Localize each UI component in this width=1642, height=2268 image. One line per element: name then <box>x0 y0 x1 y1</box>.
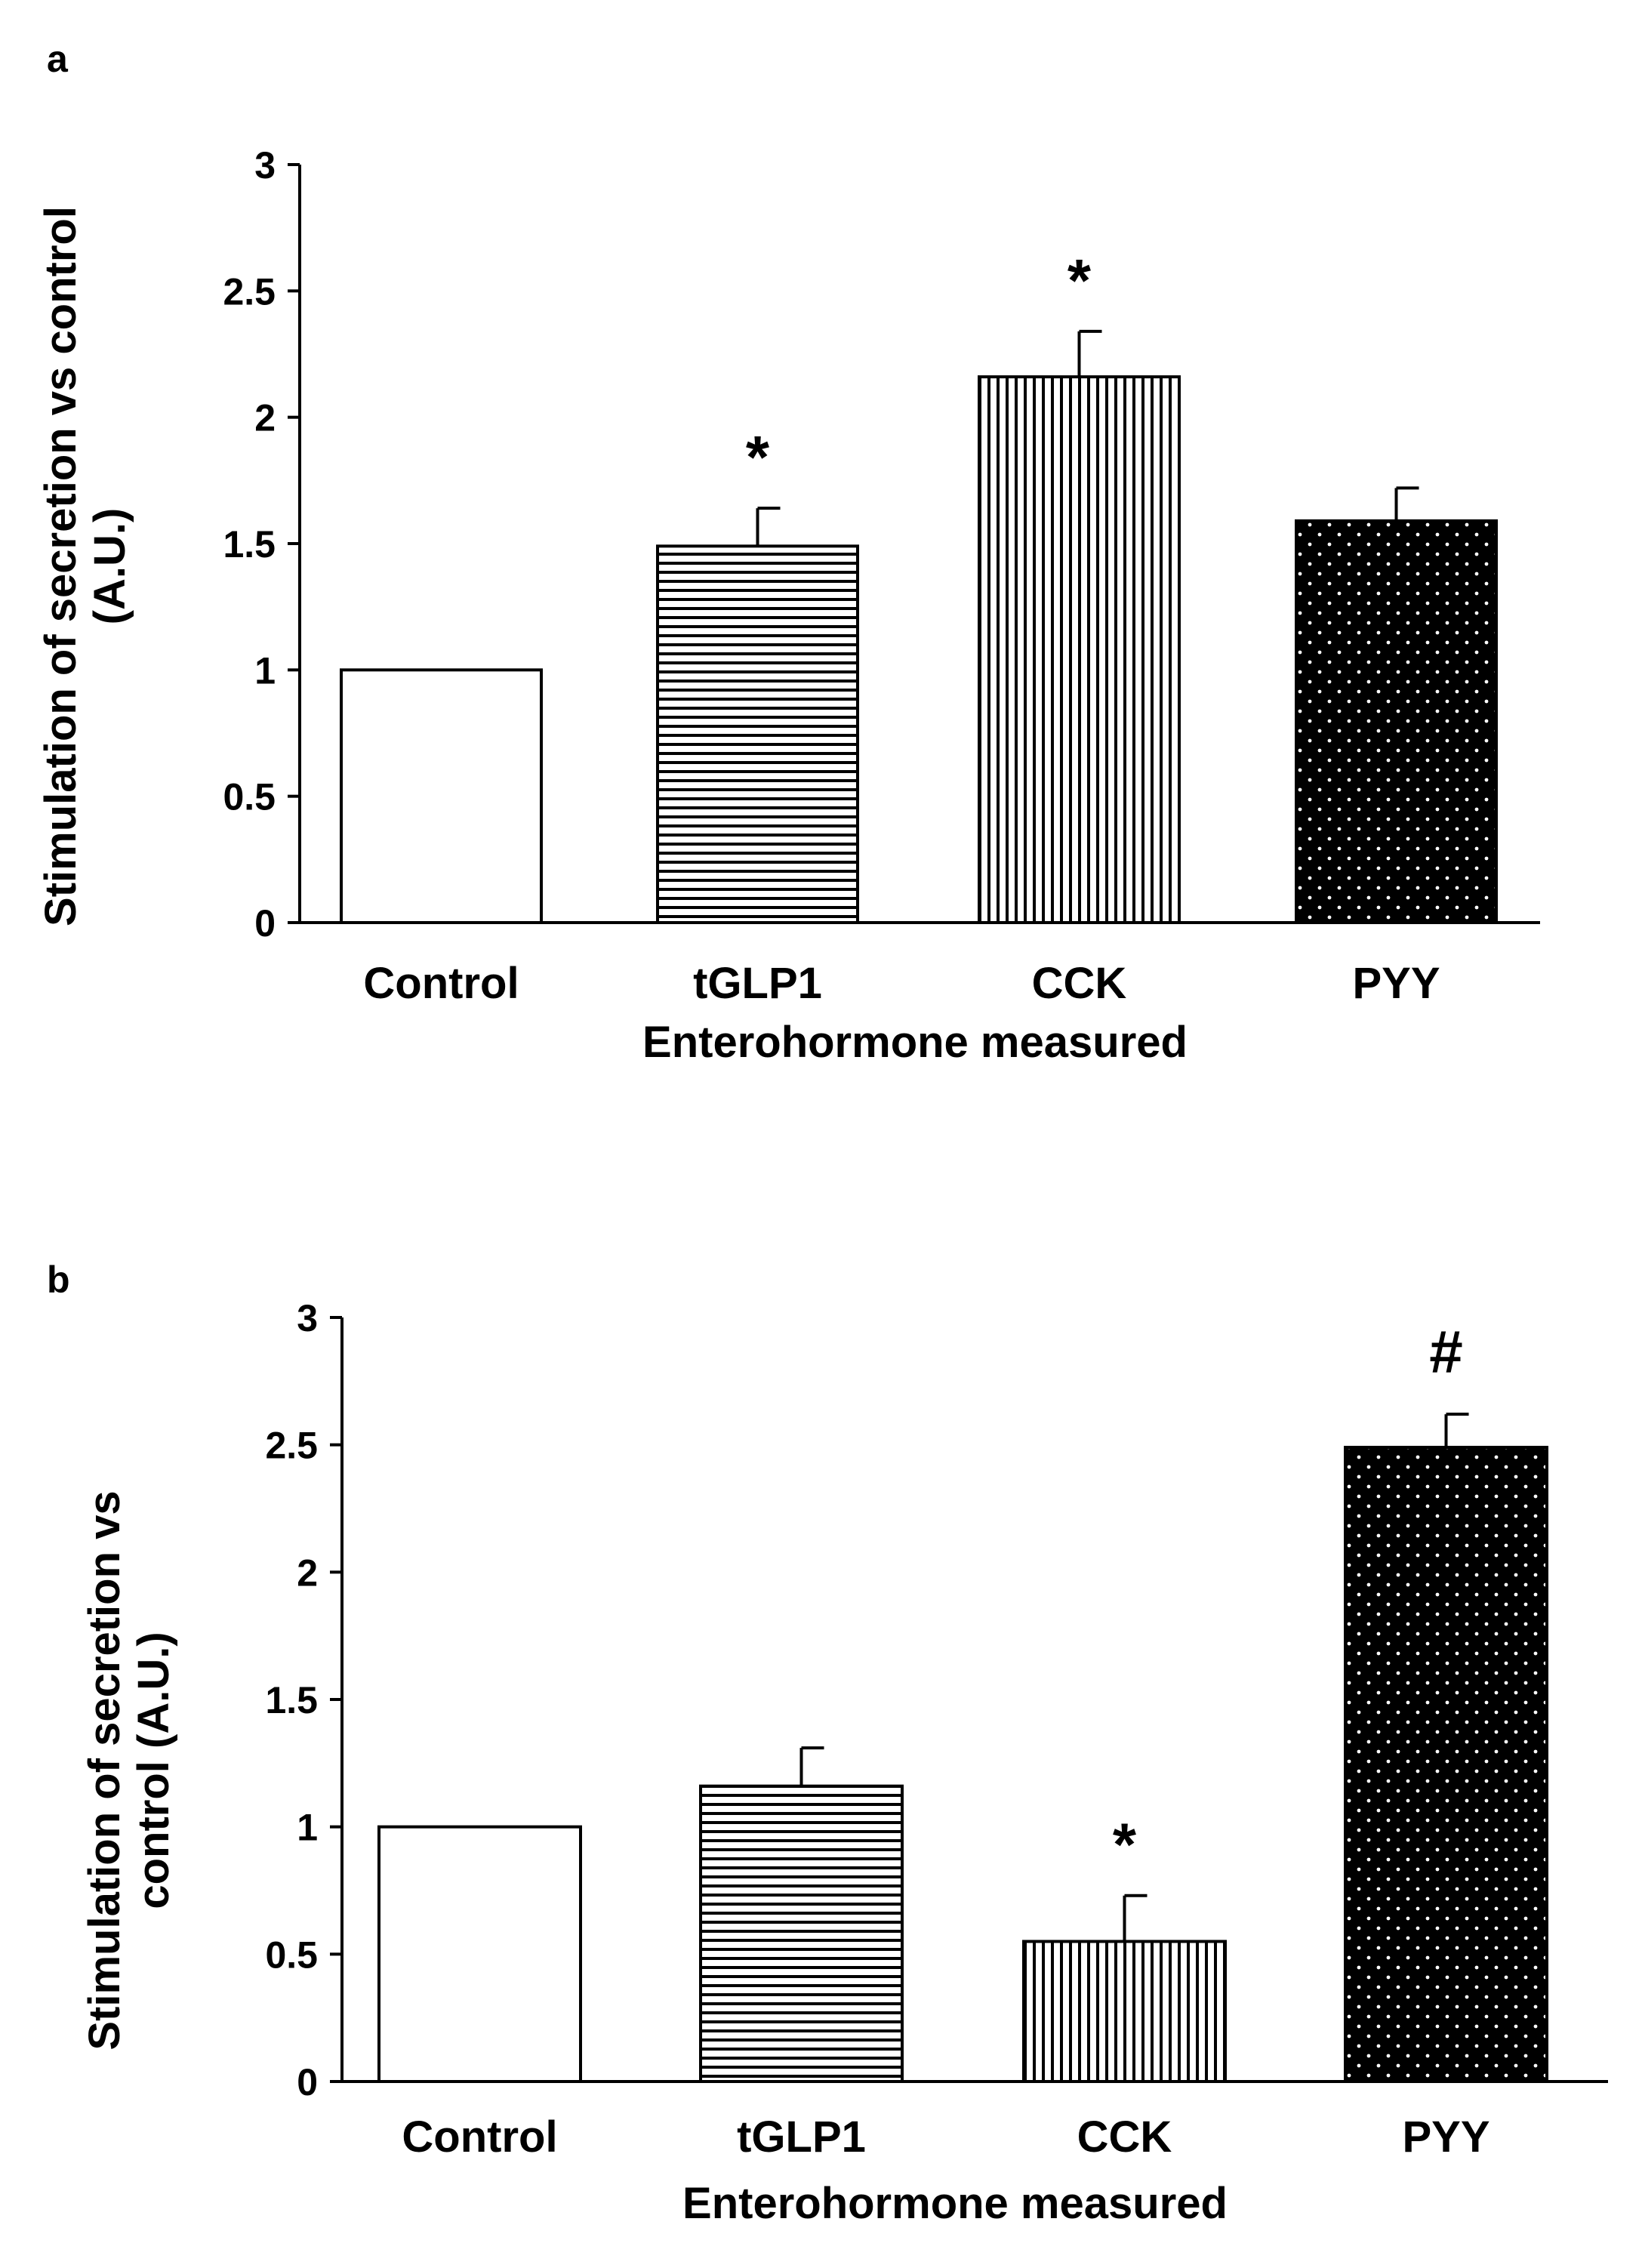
y-tick-label: 1 <box>254 649 276 692</box>
significance-mark-pyy: # <box>1429 1318 1463 1385</box>
y-tick-label: 0 <box>254 902 276 944</box>
plot-area: 0 0.5 1 1.5 2 2.5 3 Control * tGLP1 * CCK PYY <box>223 144 1540 1008</box>
y-tick-label: 1.5 <box>223 523 276 565</box>
y-tick-label: 3 <box>254 144 276 186</box>
y-axis-title-line-2: control (A.U.) <box>129 1632 178 1909</box>
significance-mark-tglp1: * <box>746 424 770 491</box>
bar-pyy <box>1295 519 1498 924</box>
x-category-label: Control <box>402 2112 557 2162</box>
bar-pyy <box>1344 1446 1548 2084</box>
y-tick-label: 0.5 <box>265 1934 318 1976</box>
y-tick-label: 2 <box>297 1552 318 1594</box>
y-axis-title: Stimulation of secretion vs control (A.U… <box>80 1490 178 2050</box>
significance-mark-cck: * <box>1067 247 1092 314</box>
y-tick-label: 2.5 <box>223 270 276 313</box>
y-axis-title-line-2: (A.U.) <box>85 508 134 625</box>
significance-mark-cck: * <box>1113 1811 1137 1878</box>
y-axis-title-line-1: Stimulation of secretion vs <box>80 1490 129 2050</box>
y-tick-label: 0.5 <box>223 776 276 818</box>
x-category-label: tGLP1 <box>737 2112 866 2162</box>
panel-label: a <box>47 38 69 80</box>
y-tick-label: 0 <box>297 2061 318 2103</box>
y-tick-label: 3 <box>297 1297 318 1339</box>
bar-control <box>340 668 543 924</box>
y-tick-label: 2.5 <box>265 1425 318 1467</box>
bar-cck <box>1022 1940 1227 2083</box>
bar-cck <box>978 375 1181 924</box>
bar-control <box>377 1825 582 2084</box>
x-category-label: PYY <box>1402 2112 1490 2162</box>
bar-tglp1 <box>699 1784 904 2084</box>
x-axis-title: Enterohormone measured <box>682 2179 1228 2228</box>
x-category-label: CCK <box>1077 2112 1172 2162</box>
x-axis-title: Enterohormone measured <box>642 1018 1188 1067</box>
y-tick-label: 1 <box>297 1807 318 1849</box>
panel-label: b <box>47 1259 70 1301</box>
y-axis-title-line-1: Stimulation of secretion vs control <box>36 206 85 926</box>
y-axis-title: Stimulation of secretion vs control (A.U… <box>36 206 134 926</box>
x-category-label: tGLP1 <box>693 959 822 1008</box>
chart-panel-b: b 0 0.5 1 1.5 2 2.5 3 Control tGLP1 * CCK # PYY Ente… <box>47 1259 1608 2228</box>
y-tick-label: 1.5 <box>265 1679 318 1721</box>
plot-area: 0 0.5 1 1.5 2 2.5 3 Control tGLP1 * CCK # PYY <box>265 1297 1608 2162</box>
chart-panel-a: a 0 0.5 1 1.5 2 2.5 3 Control * tGLP1 * CCK PYY Ente… <box>36 38 1540 1067</box>
x-category-label: Control <box>363 959 519 1008</box>
x-category-label: CCK <box>1032 959 1127 1008</box>
y-tick-label: 2 <box>254 397 276 439</box>
bar-tglp1 <box>656 544 859 924</box>
x-category-label: PYY <box>1352 959 1440 1008</box>
